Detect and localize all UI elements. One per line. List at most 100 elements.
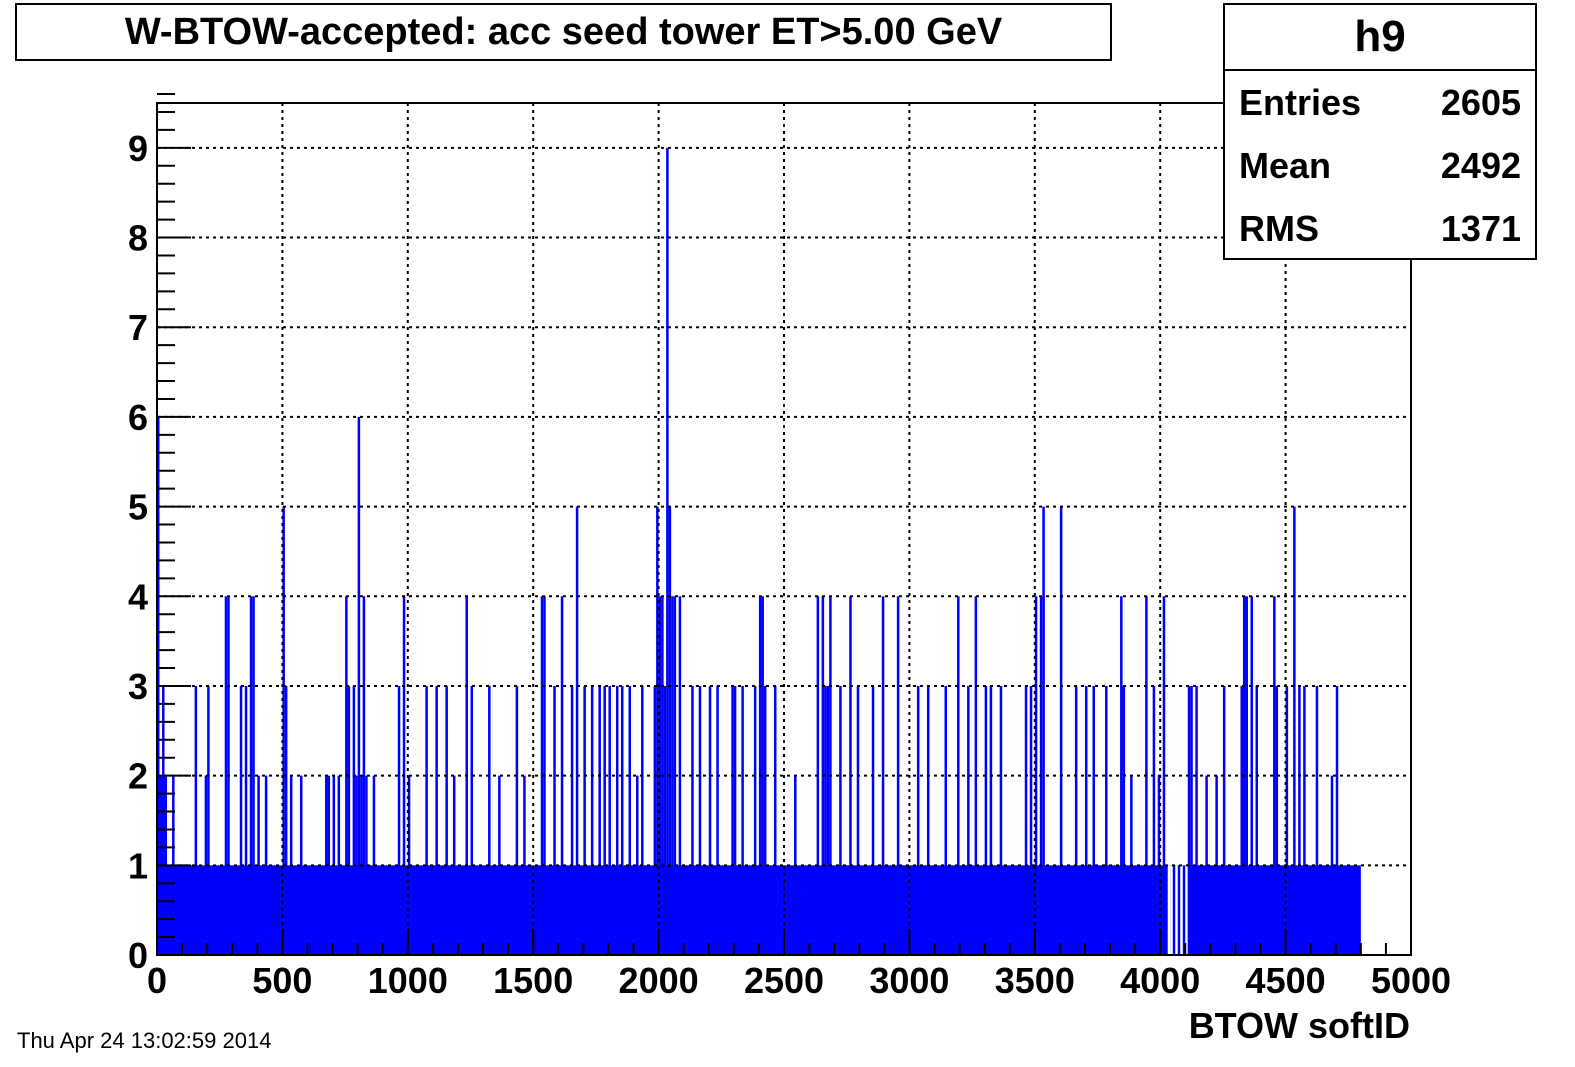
histogram-bar <box>1255 685 1259 955</box>
histogram-bar <box>162 685 165 955</box>
histogram-bar <box>678 596 682 955</box>
histogram-bar <box>239 685 243 955</box>
histogram-bar <box>257 775 260 955</box>
histogram-bar <box>999 685 1003 955</box>
histogram-bar <box>733 685 737 955</box>
histogram-bar <box>653 685 657 955</box>
histogram-bar <box>984 685 988 955</box>
histogram-bar-empty <box>1185 865 1188 955</box>
histogram-bar <box>583 685 586 955</box>
histogram-bar <box>598 685 601 955</box>
histogram-bar <box>553 685 556 955</box>
y-tick-label: 9 <box>128 128 148 169</box>
histogram-bar-empty <box>1175 865 1178 955</box>
histogram-bar <box>763 685 767 955</box>
histogram-bar <box>1275 685 1279 955</box>
stat-row-entries: Entries 2605 <box>1225 71 1535 134</box>
histogram-bar <box>327 775 331 955</box>
histogram-bar <box>1205 775 1208 955</box>
y-tick-label: 8 <box>128 218 148 259</box>
histogram-bar <box>1293 506 1296 955</box>
histogram-bar <box>1245 596 1248 955</box>
histogram-bar <box>1074 685 1078 955</box>
histogram-bar <box>355 775 358 955</box>
histogram-bar <box>1024 685 1028 955</box>
histogram-bar <box>608 685 611 955</box>
histogram-bar <box>1105 685 1108 955</box>
histogram-bar <box>628 685 632 955</box>
histogram-bar <box>663 685 667 955</box>
x-tick-label: 3500 <box>995 960 1075 1001</box>
histogram-bar <box>673 596 677 955</box>
stat-row-rms: RMS 1371 <box>1225 197 1535 260</box>
histogram-bar <box>357 416 361 955</box>
histogram-bar <box>708 685 712 955</box>
timestamp: Thu Apr 24 13:02:59 2014 <box>17 1028 272 1053</box>
histogram-bar <box>871 685 875 955</box>
histogram-bar <box>896 596 900 955</box>
histogram-bar <box>603 685 606 955</box>
histogram-bar <box>244 685 248 955</box>
histogram-bar <box>1152 685 1156 955</box>
histogram-bar <box>1298 685 1301 955</box>
histogram-bar <box>1042 506 1045 955</box>
stat-value-mean: 2492 <box>1440 144 1521 186</box>
x-tick-label: 0 <box>147 960 167 1001</box>
y-tick-label: 5 <box>128 487 148 528</box>
histogram-bar <box>347 685 351 955</box>
histogram-bar <box>1195 685 1198 955</box>
histogram-bar-empty <box>1180 865 1183 955</box>
tick-labels: 0 500 1000 1500 2000 2500 3000 3500 4000 4500 5000… <box>128 128 1451 1001</box>
histogram-bar <box>615 685 619 955</box>
histogram-bar <box>824 685 827 955</box>
histogram-bar <box>636 775 639 955</box>
histogram-bar <box>753 685 757 955</box>
histogram-bars <box>157 147 1361 955</box>
histogram-bar <box>1162 596 1166 955</box>
histogram-bar <box>671 596 674 955</box>
histogram-bar <box>445 685 448 955</box>
histogram-bar <box>839 685 842 955</box>
histogram-bar <box>1285 685 1289 955</box>
histogram-bar <box>337 775 341 955</box>
stat-label-entries: Entries <box>1239 81 1362 123</box>
histogram-bar <box>590 685 594 955</box>
stat-value-entries: 2605 <box>1440 81 1521 123</box>
histogram-bar <box>435 685 438 955</box>
histogram-bar <box>944 685 948 955</box>
histogram-bar <box>397 685 401 955</box>
x-tick-label: 1000 <box>368 960 448 1001</box>
histogram-bar <box>252 596 255 955</box>
stat-label-mean: Mean <box>1239 144 1332 186</box>
histogram-bar <box>620 685 624 955</box>
y-tick-label: 7 <box>128 307 148 348</box>
y-tick-label: 1 <box>128 845 148 886</box>
histogram-bar <box>1122 685 1126 955</box>
histogram-bar <box>1059 506 1063 955</box>
histogram-bar <box>365 775 368 955</box>
histogram-bar <box>249 596 253 955</box>
histogram-bar <box>515 685 519 955</box>
histogram-bar <box>1092 685 1095 955</box>
histogram-bar <box>372 775 376 955</box>
y-tick-label: 4 <box>128 576 148 617</box>
histogram-bar <box>452 775 456 955</box>
histogram-bar <box>1335 685 1339 955</box>
histogram-bar <box>575 506 579 955</box>
histogram-bar <box>641 685 644 955</box>
histogram-bar <box>656 506 659 955</box>
histogram-bar <box>731 685 734 955</box>
histogram-bar <box>967 685 970 955</box>
histogram-bar <box>194 685 198 955</box>
histogram-bar <box>1315 685 1319 955</box>
histogram-bar <box>224 596 228 955</box>
histogram-bar <box>1187 685 1191 955</box>
axis-ticks <box>156 93 1412 956</box>
histogram-bar <box>207 685 210 955</box>
stats-box: h9 Entries 2605 Mean 2492 RMS 1371 <box>1223 3 1537 260</box>
chart-title: W-BTOW-accepted: acc seed tower ET>5.00 … <box>15 3 1112 61</box>
histogram-bar <box>1190 685 1193 955</box>
histogram-bar <box>282 506 285 955</box>
x-tick-label: 4000 <box>1120 960 1200 1001</box>
